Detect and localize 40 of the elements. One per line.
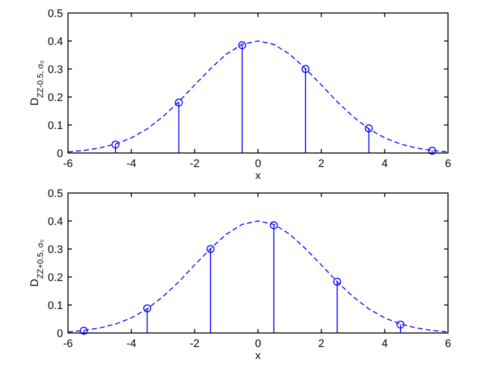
x-tick-label: -6 [63,158,73,170]
y-tick-label: 0.2 [48,272,63,284]
x-tick-label: 2 [318,338,324,350]
x-tick-label: 4 [382,158,388,170]
x-tick-label: 6 [444,158,452,170]
x-tick-label: -2 [190,158,200,170]
x-axis-title: x [255,350,262,362]
point [364,124,373,132]
y-tick-label: 0 [56,148,63,160]
x-axis-title: x [255,170,262,182]
point [174,98,183,107]
point [238,41,246,50]
x-tick-label: -4 [126,338,136,350]
x-tick-label: -2 [190,338,200,350]
x-tick-label: 0 [254,158,262,170]
y-tick-label: 0.2 [48,92,63,104]
point [396,320,404,329]
point [112,140,120,149]
y-tick-label: 0.1 [48,120,63,132]
x-tick-label: 6 [444,338,452,350]
point [302,65,310,73]
y-tick-label: 0 [56,328,63,340]
y-tick-label: 0.3 [48,64,63,76]
point [333,278,342,286]
point [428,146,436,155]
y-tick-label: 0.4 [48,36,63,48]
y-tick-label: 0.3 [48,244,63,256]
y-tick-label: 0.5 [48,188,63,200]
y-tick-label: 0.4 [48,216,63,228]
x-tick-label: -6 [63,338,73,350]
x-tick-label: 2 [318,158,324,170]
x-tick-label: 4 [382,338,388,350]
x-tick-label: -4 [126,158,136,170]
point [206,245,214,253]
point [143,304,152,312]
point [270,221,278,230]
y-tick-label: 0.1 [48,300,63,312]
y-tick-label: 0.5 [48,8,63,20]
x-tick-label: 0 [254,338,262,350]
point [80,326,88,335]
